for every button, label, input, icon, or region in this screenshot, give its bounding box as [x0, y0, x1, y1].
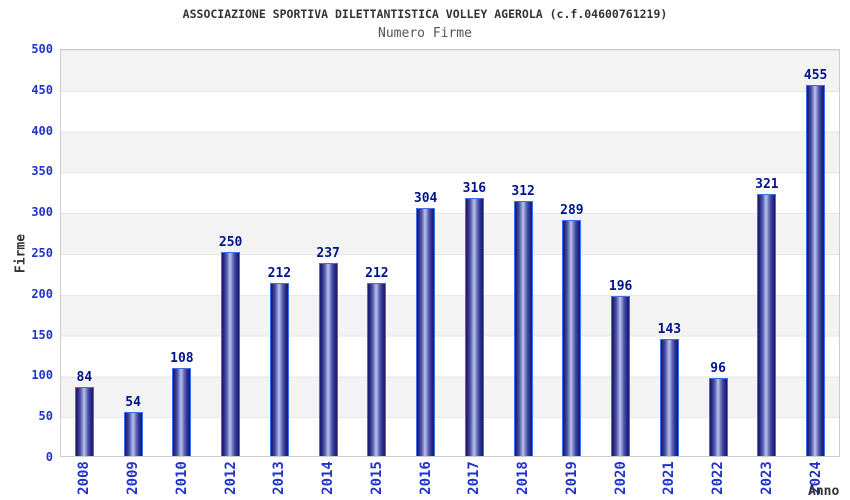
bar-value-label: 237 [316, 245, 340, 261]
x-tick-label-2018: 2018 [515, 461, 532, 495]
y-tick-label: 500 [31, 42, 53, 56]
bar-2008 [74, 387, 94, 456]
bar-2018 [513, 201, 533, 456]
bar-value-label: 250 [218, 235, 243, 250]
x-axis-title: Anno [808, 484, 840, 499]
x-tick-label-2023: 2023 [758, 461, 775, 495]
y-tick-label: 200 [31, 286, 53, 301]
x-tick-label-2008: 2008 [76, 461, 93, 495]
y-tick-label: 50 [38, 409, 53, 424]
y-tick-label: 300 [31, 205, 53, 220]
x-tick-label-2015: 2015 [368, 461, 385, 495]
bar-value-label: 84 [76, 370, 93, 386]
x-tick-label-2017: 2017 [466, 461, 483, 495]
x-tick-label-2016: 2016 [417, 461, 434, 495]
y-tick-label: 150 [31, 327, 53, 342]
chart-subtitle: Numero Firme [378, 26, 472, 41]
y-tick-label: 450 [31, 82, 53, 97]
bar-value-label: 316 [462, 181, 487, 197]
x-tick-label-2019: 2019 [563, 461, 580, 495]
y-tick-label: 250 [31, 246, 53, 260]
bar-value-label: 304 [413, 190, 438, 206]
y-tick-label: 0 [45, 450, 53, 464]
bar-value-label: 289 [560, 203, 584, 219]
bar-value-label: 54 [125, 394, 141, 410]
x-tick-label-2010: 2010 [173, 461, 190, 495]
bar-value-label: 321 [755, 177, 779, 193]
bar-value-label: 143 [657, 322, 682, 338]
y-tick-label: 350 [31, 164, 53, 179]
chart-title: ASSOCIAZIONE SPORTIVA DILETTANTISTICA VO… [182, 7, 668, 21]
x-tick-label-2013: 2013 [271, 461, 288, 495]
bar-2020 [611, 296, 631, 456]
bar-2023 [757, 194, 777, 456]
bar-value-label: 196 [608, 279, 633, 295]
bar-value-label: 312 [511, 184, 535, 200]
bar-2021 [659, 339, 679, 456]
x-tick-label-2014: 2014 [320, 461, 337, 495]
x-tick-label-2020: 2020 [612, 461, 629, 495]
bar-value-label: 212 [365, 266, 389, 281]
plot-area [60, 49, 840, 457]
x-tick-label-2012: 2012 [222, 461, 239, 495]
bar-2010 [172, 367, 192, 456]
x-tick-label-2009: 2009 [125, 461, 142, 495]
bar-value-label: 108 [170, 350, 194, 366]
bar-2024 [806, 84, 826, 456]
y-axis-title: Firme [13, 233, 29, 274]
bar-2009 [123, 411, 143, 456]
bar-2013 [269, 283, 289, 456]
bar-2019 [562, 220, 582, 456]
bar-2016 [416, 207, 436, 456]
bar-2014 [318, 262, 338, 456]
bar-2022 [708, 377, 728, 456]
bar-2012 [221, 252, 241, 456]
bar-value-label: 212 [267, 266, 292, 281]
y-tick-label: 100 [31, 368, 53, 383]
y-tick-label: 400 [31, 123, 53, 138]
x-tick-label-2022: 2022 [710, 461, 727, 495]
bar-value-label: 96 [710, 360, 726, 376]
bar-2015 [367, 283, 387, 456]
bar-2017 [464, 198, 484, 456]
x-tick-label-2021: 2021 [661, 461, 678, 495]
bar-value-label: 455 [803, 67, 828, 83]
